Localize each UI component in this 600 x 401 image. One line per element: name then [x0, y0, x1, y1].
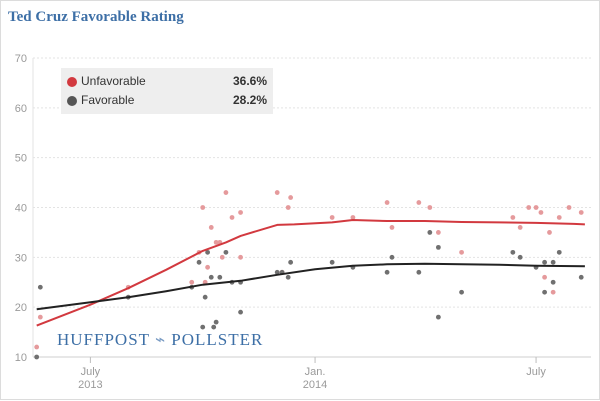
data-point-favorable-34 [550, 259, 556, 265]
data-point-unfavorable-19 [288, 195, 294, 200]
y-tick-label-30: 30 [15, 252, 27, 264]
data-point-unfavorable-30 [526, 205, 532, 210]
chart-title: Ted Cruz Favorable Rating [8, 9, 184, 25]
y-tick-label-60: 60 [15, 103, 27, 115]
data-point-unfavorable-11 [219, 254, 225, 260]
data-point-favorable-26 [435, 244, 441, 250]
data-point-unfavorable-34 [547, 230, 552, 235]
data-point-favorable-6 [202, 294, 208, 300]
data-point-unfavorable-8 [208, 225, 214, 230]
data-point-favorable-20 [329, 259, 335, 265]
data-point-favorable-33 [542, 289, 548, 295]
trend-layer [36, 219, 585, 327]
data-point-unfavorable-12 [223, 190, 229, 195]
data-point-unfavorable-14 [238, 210, 243, 215]
data-point-unfavorable-13 [229, 215, 235, 220]
data-point-favorable-18 [285, 274, 291, 280]
data-point-unfavorable-21 [350, 215, 356, 220]
data-point-favorable-23 [389, 254, 395, 260]
data-point-favorable-8 [208, 274, 214, 280]
data-point-unfavorable-24 [416, 200, 422, 205]
data-point-unfavorable-36 [556, 215, 562, 220]
data-point-unfavorable-7 [205, 264, 211, 270]
y-tick-label-10: 10 [15, 352, 27, 364]
data-point-unfavorable-26 [435, 230, 441, 235]
legend: Unfavorable 36.6% Favorable 28.2% [61, 68, 273, 114]
data-point-unfavorable-0 [34, 344, 40, 350]
data-point-favorable-27 [435, 314, 441, 320]
data-point-unfavorable-9 [213, 239, 219, 245]
data-point-favorable-29 [510, 249, 516, 255]
data-point-unfavorable-18 [285, 205, 291, 210]
legend-swatch-favorable [67, 96, 77, 106]
legend-label-favorable: Favorable [81, 93, 135, 107]
data-point-favorable-9 [211, 324, 217, 330]
data-point-favorable-35 [550, 279, 556, 285]
x-tick-sublabel-1: 2014 [303, 379, 327, 391]
x-tick-sublabel-0: 2013 [78, 379, 102, 391]
data-point-favorable-30 [517, 254, 523, 260]
data-point-favorable-11 [217, 274, 223, 280]
trend-line-unfavorable [36, 219, 585, 327]
y-tick-label-20: 20 [15, 302, 27, 314]
data-point-unfavorable-29 [517, 225, 523, 230]
data-point-favorable-4 [196, 259, 202, 265]
y-tick-label-40: 40 [15, 203, 27, 215]
data-point-unfavorable-25 [427, 205, 433, 210]
data-point-unfavorable-27 [459, 249, 464, 255]
legend-label-unfavorable: Unfavorable [81, 74, 146, 88]
data-point-favorable-1 [37, 284, 43, 290]
data-point-unfavorable-37 [566, 205, 572, 210]
data-point-unfavorable-28 [510, 215, 516, 220]
data-point-favorable-25 [427, 230, 433, 235]
data-point-unfavorable-16 [274, 190, 280, 195]
legend-item-unfavorable[interactable]: Unfavorable 36.6% [67, 73, 267, 91]
logo-mark-icon: ⌁ [155, 330, 167, 349]
data-point-unfavorable-23 [389, 225, 395, 230]
data-point-unfavorable-31 [533, 205, 539, 210]
data-point-unfavorable-32 [538, 210, 544, 215]
data-point-favorable-37 [578, 274, 584, 280]
x-tick-label-2: July [526, 366, 546, 378]
data-point-favorable-36 [556, 249, 562, 255]
huffpost-pollster-logo: HUFFPOST ⌁ POLLSTER [57, 330, 263, 350]
data-point-unfavorable-15 [238, 254, 243, 260]
data-point-favorable-32 [542, 259, 548, 265]
logo-text-pollster: POLLSTER [171, 330, 264, 349]
data-point-unfavorable-33 [542, 274, 548, 280]
data-point-unfavorable-5 [200, 205, 206, 210]
data-point-favorable-0 [34, 354, 40, 360]
data-point-favorable-19 [288, 259, 294, 265]
data-point-favorable-22 [384, 269, 390, 275]
data-point-favorable-5 [200, 324, 206, 330]
data-point-unfavorable-22 [384, 200, 390, 205]
data-point-unfavorable-20 [329, 215, 335, 220]
y-tick-label-50: 50 [15, 153, 27, 165]
data-point-favorable-28 [459, 289, 464, 295]
data-point-favorable-7 [205, 249, 211, 255]
data-point-favorable-12 [223, 249, 229, 255]
data-point-favorable-10 [213, 319, 219, 325]
data-point-favorable-24 [416, 269, 422, 275]
data-point-unfavorable-3 [189, 279, 195, 285]
data-point-unfavorable-1 [37, 314, 43, 320]
legend-value-unfavorable: 36.6% [232, 74, 267, 88]
data-point-favorable-16 [274, 269, 280, 275]
data-point-unfavorable-38 [578, 210, 584, 215]
legend-swatch-unfavorable [67, 77, 77, 87]
x-tick-label-1: Jan. [305, 366, 326, 378]
y-tick-label-70: 70 [15, 53, 27, 65]
legend-item-favorable[interactable]: Favorable 28.2% [67, 92, 267, 110]
data-point-unfavorable-35 [550, 289, 556, 295]
x-tick-label-0: July [81, 366, 101, 378]
data-point-favorable-14 [238, 309, 243, 315]
legend-value-favorable: 28.2% [232, 93, 267, 107]
logo-text-huffpost: HUFFPOST [57, 330, 151, 349]
trend-line-favorable [36, 262, 585, 311]
